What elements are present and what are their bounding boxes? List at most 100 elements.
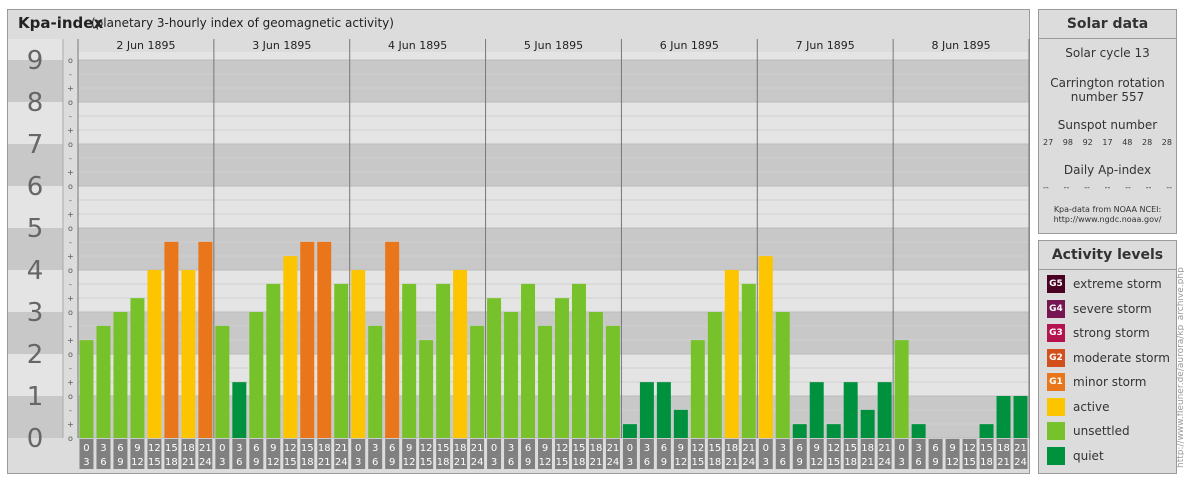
kp-bar (232, 382, 247, 438)
interval-start-label: 18 (861, 443, 874, 454)
kp-bar (334, 283, 349, 438)
kp-bar (164, 241, 179, 438)
sunspot-value-5: 28 (1141, 138, 1153, 147)
interval-cell (911, 439, 926, 469)
interval-cell (724, 439, 739, 469)
y-tick-label: 5 (27, 214, 44, 244)
interval-start-label: 18 (725, 443, 738, 454)
interval-start-label: 12 (827, 443, 840, 454)
interval-cell (673, 439, 688, 469)
kp-bar (521, 283, 536, 438)
level-band (78, 60, 1029, 102)
interval-start-label: 0 (491, 443, 497, 454)
interval-end-label: 12 (946, 457, 959, 468)
interval-start-label: 0 (898, 443, 904, 454)
legend-swatch: G3 (1047, 324, 1065, 342)
interval-cell (113, 439, 128, 469)
interval-cell (283, 439, 298, 469)
interval-start-label: 21 (471, 443, 484, 454)
interval-cell (945, 439, 960, 469)
kp-bar (79, 340, 94, 438)
kp-bar (96, 325, 111, 438)
interval-cell (809, 439, 824, 469)
interval-end-label: 12 (674, 457, 687, 468)
kp-bar (181, 270, 196, 438)
interval-end-label: 9 (525, 457, 531, 468)
interval-cell (130, 439, 145, 469)
interval-start-label: 18 (318, 443, 331, 454)
interval-end-label: 18 (708, 457, 721, 468)
y-minor-tick-label: - (69, 112, 72, 121)
interval-end-label: 18 (437, 457, 450, 468)
legend-swatch (1047, 422, 1065, 440)
ap-index-title: Daily Ap-index (1063, 163, 1152, 177)
interval-start-label: 12 (284, 443, 297, 454)
interval-start-label: 6 (797, 443, 803, 454)
y-minor-tick-label: - (69, 364, 72, 373)
ap-index-values: -- -- -- -- -- -- -- (1043, 183, 1172, 192)
kp-bar (351, 270, 366, 438)
y-minor-tick-label: - (69, 154, 72, 163)
y-minor-tick-label: - (69, 406, 72, 415)
legend-item: G1 minor storm (1047, 372, 1146, 392)
ap-value-1: -- (1063, 183, 1070, 192)
interval-end-label: 18 (980, 457, 993, 468)
interval-start-label: 15 (165, 443, 178, 454)
y-minor-tick-label: + (67, 210, 74, 219)
legend-item: unsettled (1047, 421, 1130, 441)
day-label: 3 Jun 1895 (252, 39, 311, 52)
interval-end-label: 9 (389, 457, 395, 468)
kp-bar (724, 270, 739, 438)
y-minor-tick-label: o (68, 308, 73, 317)
chart-subtitle: (planetary 3-hourly index of geomagnetic… (91, 16, 394, 30)
interval-cell (928, 439, 943, 469)
day-label: 4 Jun 1895 (388, 39, 447, 52)
interval-end-label: 9 (797, 457, 803, 468)
legend-swatch: G2 (1047, 348, 1065, 367)
data-source-url[interactable]: http://www.ngdc.noaa.gov/ (1053, 215, 1162, 224)
legend-swatch: G5 (1047, 275, 1065, 293)
interval-start-label: 12 (556, 443, 569, 454)
y-minor-tick-label: o (68, 140, 73, 149)
y-tick-band (8, 396, 63, 438)
interval-end-label: 21 (318, 457, 331, 468)
day-label: 6 Jun 1895 (660, 39, 719, 52)
interval-start-label: 9 (270, 443, 276, 454)
interval-start-label: 15 (980, 443, 993, 454)
y-minor-tick-label: o (68, 266, 73, 275)
y-minor-tick-label: + (67, 294, 74, 303)
interval-end-label: 15 (420, 457, 433, 468)
level-band (78, 270, 1029, 312)
interval-end-label: 9 (932, 457, 938, 468)
interval-end-label: 24 (199, 457, 212, 468)
y-minor-tick-label: o (68, 56, 73, 65)
solar-cycle: Solar cycle 13 (1065, 46, 1150, 60)
data-source-label: Kpa-data from NOAA NCEI: (1053, 205, 1162, 214)
credit-url[interactable]: http://www.fleuner.de/aurora/kp_archive.… (1176, 267, 1184, 468)
ap-value-0: -- (1043, 183, 1049, 192)
interval-cell (300, 439, 315, 469)
interval-start-label: 9 (678, 443, 684, 454)
day-label: 2 Jun 1895 (116, 39, 175, 52)
interval-start-label: 9 (814, 443, 820, 454)
interval-start-label: 0 (219, 443, 225, 454)
kp-bar (470, 325, 485, 438)
day-label: 7 Jun 1895 (796, 39, 855, 52)
interval-cell (453, 439, 468, 469)
interval-start-label: 3 (644, 443, 650, 454)
interval-end-label: 3 (355, 457, 361, 468)
kp-bar (809, 382, 824, 438)
interval-end-label: 3 (219, 457, 225, 468)
interval-end-label: 3 (491, 457, 497, 468)
interval-end-label: 18 (573, 457, 586, 468)
y-tick-label: 2 (27, 340, 44, 370)
interval-cell (571, 439, 586, 469)
interval-cell (402, 439, 417, 469)
ap-value-4: -- (1125, 183, 1131, 192)
interval-start-label: 18 (590, 443, 603, 454)
activity-levels-panel: Activity levels G5 extreme storm G4 severe … (1038, 240, 1177, 474)
interval-cell (843, 439, 858, 469)
legend-swatch: G4 (1047, 299, 1065, 318)
y-tick-band (8, 144, 63, 186)
interval-end-label: 9 (661, 457, 667, 468)
